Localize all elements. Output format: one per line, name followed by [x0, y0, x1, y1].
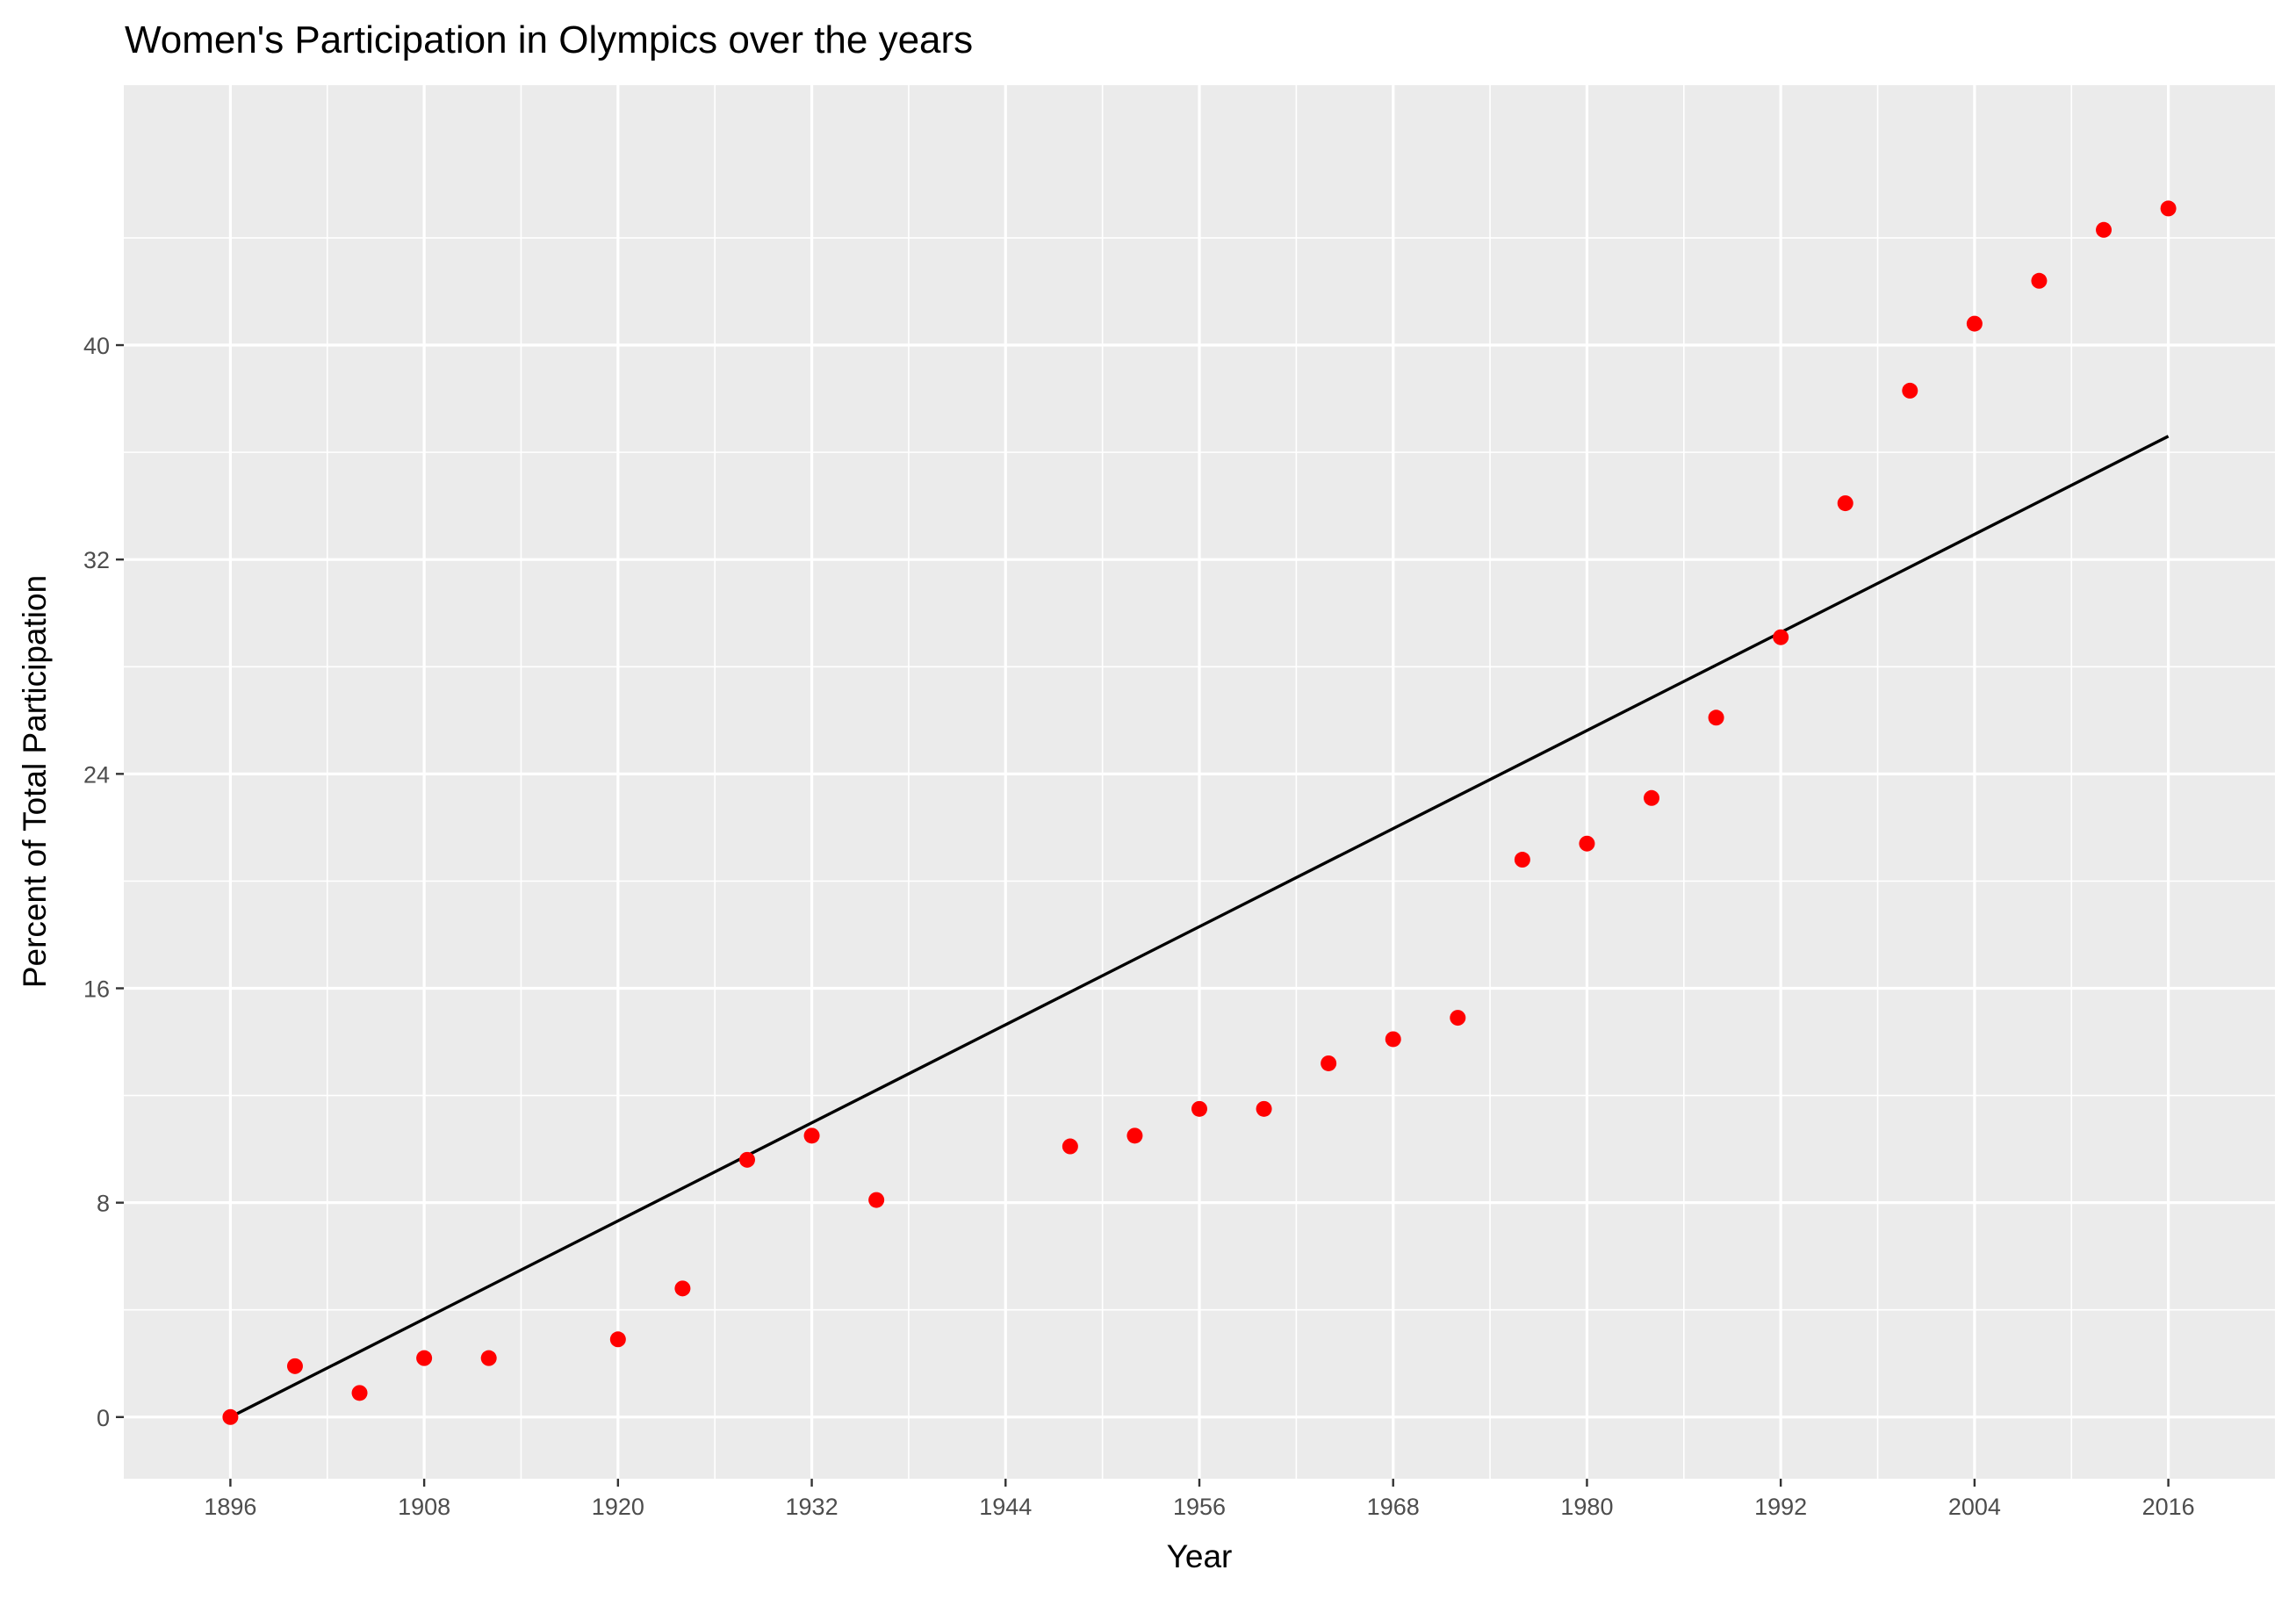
- y-tick-label: 8: [97, 1191, 110, 1217]
- data-point: [1256, 1100, 1272, 1117]
- data-point: [1902, 382, 1918, 399]
- y-tick-label: 0: [97, 1405, 110, 1431]
- data-point: [351, 1385, 368, 1401]
- data-point: [2096, 221, 2112, 238]
- data-point: [1644, 789, 1660, 806]
- trend-line: [229, 435, 2170, 1419]
- y-axis: 0 8 16 24 32 40: [83, 333, 124, 1431]
- data-point: [2160, 200, 2177, 217]
- data-point: [480, 1350, 497, 1366]
- x-tick-label: 2004: [1948, 1494, 2001, 1520]
- data-point: [1837, 495, 1853, 512]
- data-point: [803, 1127, 820, 1144]
- y-tick-label: 24: [83, 761, 110, 788]
- x-tick-label: 1944: [979, 1494, 1032, 1520]
- x-tick-label: 1980: [1560, 1494, 1613, 1520]
- data-point: [868, 1192, 885, 1208]
- x-tick-label: 1908: [398, 1494, 450, 1520]
- data-point: [1708, 709, 1724, 726]
- data-point: [674, 1280, 691, 1297]
- y-tick-label: 32: [83, 547, 110, 573]
- data-point: [1126, 1127, 1143, 1144]
- x-axis-title: Year: [1167, 1538, 1233, 1574]
- data-point: [1385, 1031, 1401, 1048]
- data-point: [1450, 1010, 1466, 1026]
- data-point: [1579, 835, 1595, 852]
- data-point: [1514, 852, 1530, 868]
- data-point: [1321, 1055, 1337, 1071]
- grid-major: [124, 85, 2275, 1479]
- data-point: [609, 1331, 626, 1348]
- trend-line-group: [229, 435, 2170, 1419]
- x-tick-label: 1896: [204, 1494, 256, 1520]
- x-tick-label: 1932: [786, 1494, 839, 1520]
- x-tick-label: 1992: [1754, 1494, 1807, 1520]
- data-point: [1773, 629, 1789, 645]
- data-point: [1191, 1100, 1207, 1117]
- data-point: [286, 1358, 303, 1374]
- data-point: [1062, 1138, 1078, 1155]
- data-point: [416, 1350, 433, 1366]
- y-tick-label: 40: [83, 333, 110, 359]
- x-tick-label: 1968: [1367, 1494, 1420, 1520]
- y-axis-title: Percent of Total Participation: [17, 575, 53, 988]
- data-point: [222, 1408, 239, 1425]
- x-tick-label: 1956: [1173, 1494, 1226, 1520]
- data-points: [222, 200, 2177, 1425]
- y-tick-label: 16: [83, 976, 110, 1002]
- data-point: [1966, 315, 1983, 332]
- x-axis: 1896 1908 1920 1932 1944 1956 1968 1980 1992 2004…: [204, 1479, 2195, 1520]
- x-tick-label: 2016: [2142, 1494, 2195, 1520]
- x-tick-label: 1920: [592, 1494, 644, 1520]
- data-point: [2031, 272, 2048, 289]
- chart-title: Women's Participation in Olympics over t…: [125, 18, 973, 61]
- data-point: [738, 1151, 755, 1168]
